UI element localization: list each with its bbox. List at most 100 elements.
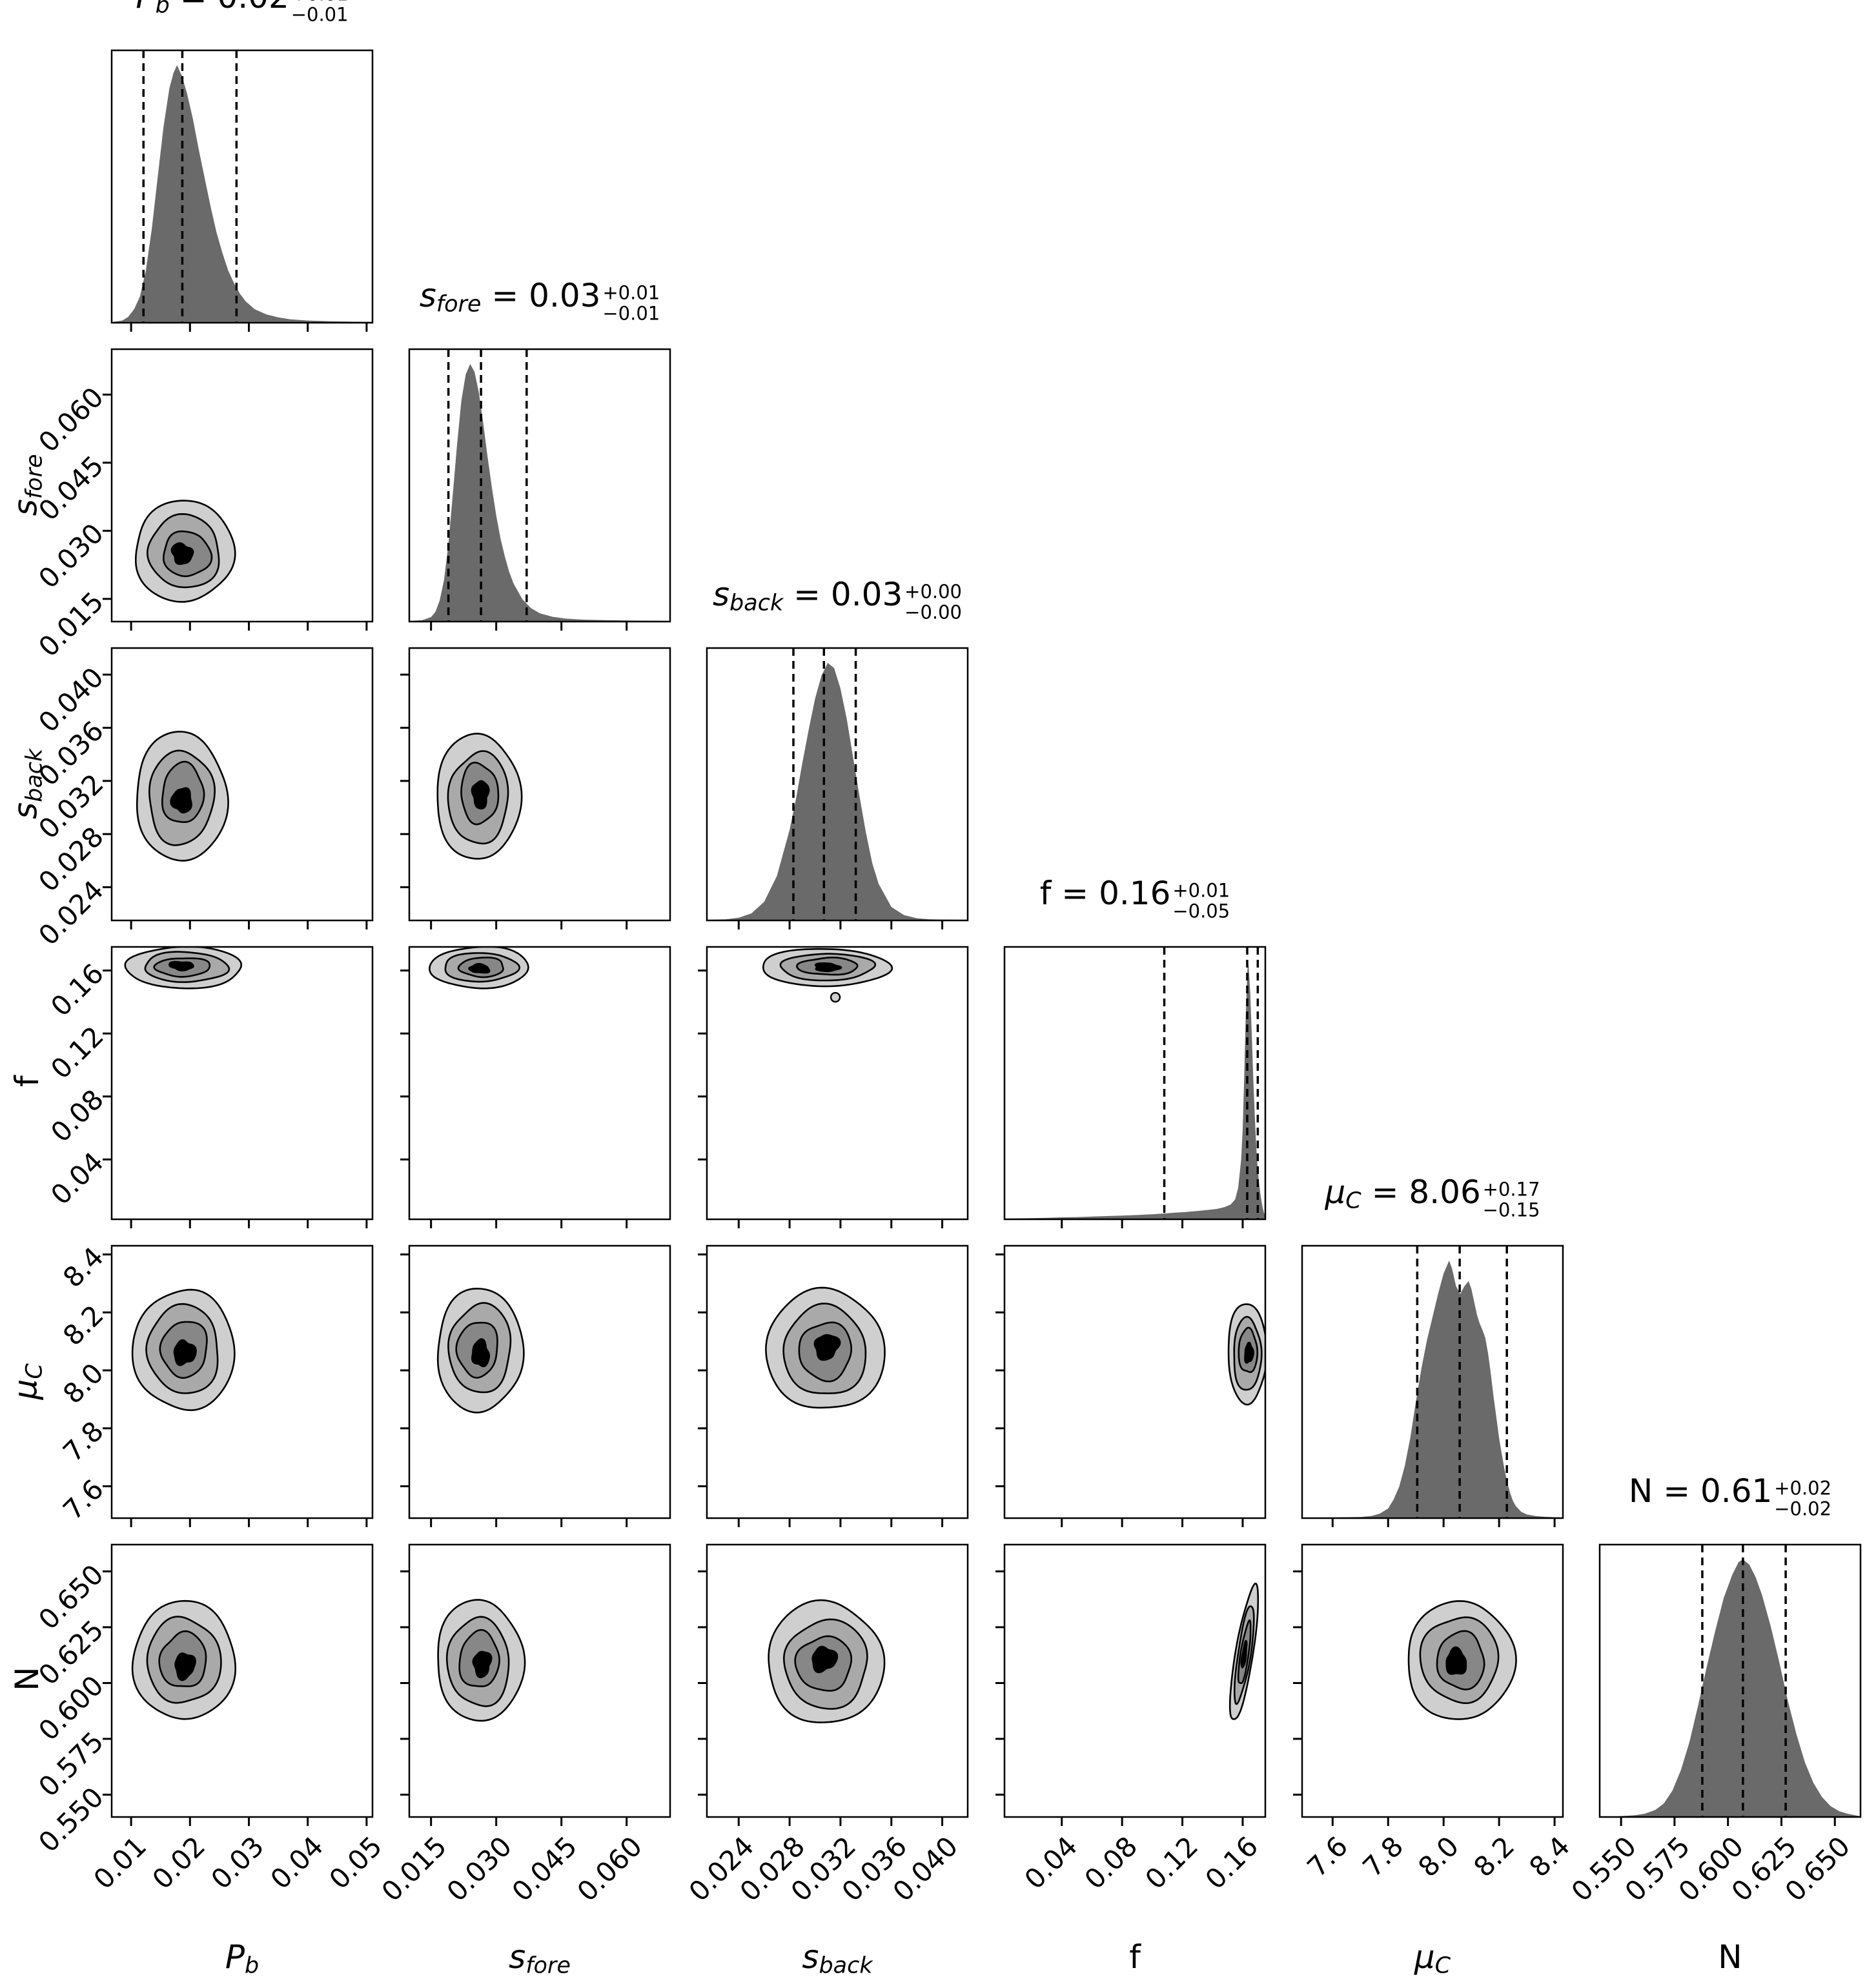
title-uncertainty: +0.01 −0.05 (1172, 880, 1230, 922)
axis-symbol: μ (6, 1379, 45, 1400)
x-axis-label-N: N (1600, 1938, 1861, 1976)
contour-svg (1293, 1543, 1564, 1826)
panel-frame (1003, 946, 1267, 1221)
contour-svg (995, 1543, 1267, 1826)
title-uncertainty: +0.01−0.01 (291, 0, 349, 25)
equals-sign: = (1361, 1173, 1409, 1211)
hist-svg (1003, 946, 1267, 1228)
contour-svg (698, 946, 969, 1228)
contour-svg (698, 1543, 969, 1826)
contour-level-4 (1244, 1341, 1254, 1364)
title-symbol-subscript: back (729, 590, 784, 616)
contour-group-s_fore-mu_C (436, 1288, 525, 1414)
panel-frame (1301, 1543, 1564, 1818)
title-symbol: N (1628, 1472, 1653, 1510)
contour-svg (698, 1244, 969, 1527)
axis-symbol: f (1129, 1938, 1141, 1976)
panel-r6c4-contour (995, 1543, 1267, 1826)
axis-symbol-subscript: C (1434, 1953, 1451, 1979)
contour-group-P_b-mu_C (131, 1288, 236, 1412)
contour-svg (103, 1244, 374, 1527)
title-minus-error: −0.02 (1774, 1497, 1832, 1520)
panel-r5c2-contour (400, 1244, 671, 1527)
title-symbol-subscript: fore (436, 291, 482, 318)
contour-level-4 (813, 1334, 841, 1361)
panel-frame (706, 1244, 969, 1519)
panel-r5c3-contour (698, 1244, 969, 1527)
marginal-density-P_b (112, 65, 372, 322)
y-axis-label-s_fore: sfore (7, 354, 48, 615)
equals-sign: = (1051, 875, 1099, 912)
contour-group-P_b-N (131, 1599, 236, 1720)
contour-group-s_back-f (762, 948, 893, 1003)
contour-level-4 (814, 962, 842, 973)
axis-symbol: s (6, 499, 45, 516)
contour-group-P_b-f (124, 947, 243, 990)
title-symbol: s (712, 576, 730, 613)
panel-frame (408, 1244, 671, 1519)
panel-r4c4-hist (1003, 946, 1267, 1228)
contour-level-4 (1240, 1639, 1248, 1669)
panel-frame (110, 1244, 374, 1519)
marginal-density-f (1004, 962, 1265, 1219)
marginal-density-s_fore (409, 364, 670, 621)
contour-group-f-mu_C (1227, 1303, 1265, 1406)
panel-frame (110, 348, 374, 623)
title-plus-error: +0.00 (904, 580, 963, 603)
panel-frame (408, 946, 671, 1221)
axis-symbol: s (802, 1938, 819, 1976)
panel-frame (110, 1543, 374, 1818)
axis-symbol: s (6, 802, 45, 819)
axis-symbol-subscript: fore (525, 1953, 571, 1979)
y-axis-label-s_back: sback (7, 653, 48, 914)
contour-svg (400, 1244, 671, 1527)
y-axis-label-mu_C: μC (7, 1251, 48, 1512)
axis-symbol-subscript: b (244, 1953, 260, 1979)
contour-svg (103, 946, 374, 1228)
contour-group-P_b-s_fore (135, 500, 236, 603)
panel-frame (110, 647, 374, 922)
panel-frame (110, 946, 374, 1221)
axis-symbol: N (1718, 1938, 1742, 1976)
title-value: 0.61 (1700, 1472, 1773, 1510)
title-f: f = 0.16 +0.01 −0.05 (1040, 875, 1230, 929)
contour-group-f-N (1229, 1583, 1259, 1720)
panel-r3c2-contour (400, 647, 671, 929)
panel-frame (408, 1543, 671, 1818)
title-P_b: Pb = 0.02+0.01−0.01 (136, 0, 348, 33)
panel-r4c1-contour (103, 946, 374, 1228)
panel-r3c1-contour (103, 647, 374, 929)
panel-frame (1003, 1543, 1267, 1818)
panel-r2c1-contour (103, 348, 374, 631)
title-plus-error: +0.02 (1774, 1477, 1832, 1499)
axis-symbol: P (225, 1938, 245, 1976)
contour-svg (103, 348, 374, 631)
axis-symbol: s (509, 1938, 526, 1976)
y-axis-label-f: f (8, 951, 46, 1212)
contour-group-s_fore-s_back (436, 733, 523, 860)
panel-r5c5-hist (1301, 1244, 1564, 1527)
title-s_back: sback = 0.03 +0.00 −0.00 (713, 576, 962, 631)
contour-svg (400, 647, 671, 929)
panel-r6c2-contour (400, 1543, 671, 1826)
contour-group-P_b-s_back (136, 731, 229, 862)
hist-svg (408, 348, 671, 631)
marginal-density-N (1616, 1559, 1861, 1816)
axis-symbol-subscript: fore (21, 454, 48, 500)
title-minus-error: −0.15 (1482, 1199, 1540, 1221)
panel-r5c1-contour (103, 1244, 374, 1527)
contour-level-4 (468, 962, 491, 974)
title-symbol-subscript: C (1345, 1188, 1361, 1214)
contour-level-4 (173, 1339, 197, 1366)
title-symbol: f (1039, 875, 1052, 912)
contour-level-4 (471, 780, 490, 810)
panel-r5c4-contour (995, 1244, 1267, 1527)
axis-symbol: μ (1414, 1938, 1435, 1976)
contour-level-4 (811, 1645, 839, 1674)
panel-frame (408, 348, 671, 623)
panel-frame (706, 647, 969, 922)
title-uncertainty: +0.01−0.01 (602, 282, 660, 324)
contour-group-s_back-N (768, 1599, 886, 1723)
panel-frame (408, 647, 671, 922)
panel-frame (1598, 1543, 1862, 1818)
